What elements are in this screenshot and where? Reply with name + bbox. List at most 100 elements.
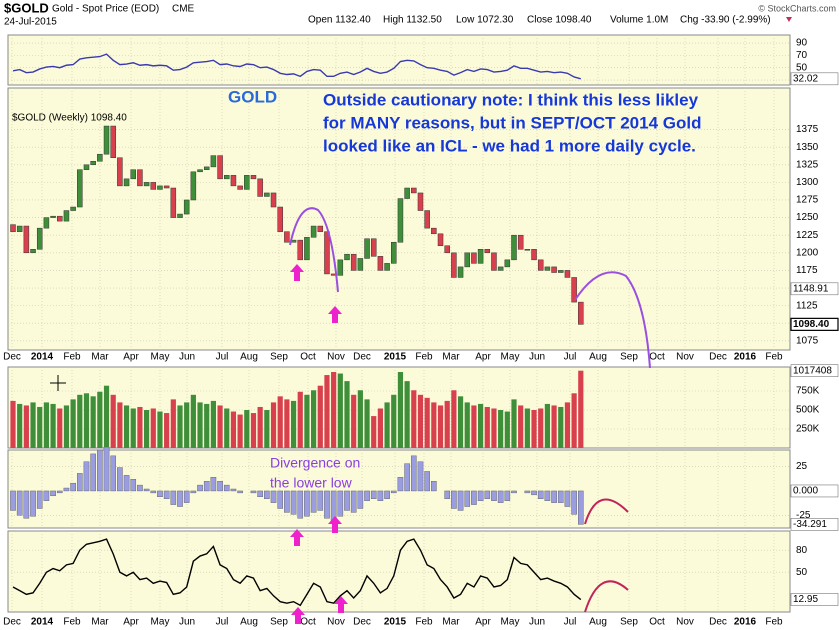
- bar: [43, 490, 50, 501]
- bar: [404, 381, 410, 448]
- bar: [183, 490, 190, 503]
- quote-close: Close 1098.40: [527, 15, 592, 26]
- bar: [270, 490, 277, 503]
- bar: [551, 405, 557, 448]
- bar: [531, 490, 537, 496]
- x-tick-label: Dec: [709, 352, 727, 363]
- x-tick-label: Sep: [270, 617, 288, 628]
- bar: [444, 490, 451, 499]
- candle: [110, 125, 116, 158]
- y-tick-label: 1200: [796, 247, 819, 258]
- bar: [170, 490, 177, 505]
- candle: [103, 125, 110, 155]
- bar: [471, 490, 477, 505]
- candle: [431, 227, 437, 235]
- x-tick-label: Jul: [216, 617, 229, 628]
- bar: [397, 372, 404, 448]
- projection-arc: [289, 207, 339, 293]
- candle: [558, 270, 564, 273]
- candle: [571, 277, 577, 303]
- candle: [350, 253, 357, 271]
- bar: [117, 467, 123, 492]
- bar: [237, 490, 243, 494]
- bar: [357, 490, 364, 509]
- bar: [123, 405, 130, 448]
- candle: [244, 175, 250, 190]
- x-tick-label: Sep: [620, 352, 638, 363]
- bar: [544, 403, 550, 448]
- bar: [90, 453, 96, 492]
- bar: [184, 402, 190, 448]
- candle: [391, 241, 397, 264]
- bar: [163, 490, 170, 499]
- y-tick-label: 1375: [796, 124, 819, 135]
- bar: [144, 410, 150, 448]
- bar: [264, 490, 270, 499]
- x-tick-label: Apr: [475, 617, 491, 628]
- bar: [350, 490, 357, 513]
- bar: [277, 490, 284, 509]
- x-tick-label: Aug: [240, 352, 258, 363]
- bar: [477, 490, 484, 501]
- bar: [23, 490, 30, 519]
- arrows: [290, 264, 348, 624]
- bar: [390, 490, 397, 494]
- candle: [43, 217, 50, 229]
- candle: [411, 187, 417, 194]
- x-tick-label: Dec: [3, 352, 21, 363]
- value-marker: 1098.40: [793, 319, 830, 330]
- panel-plot: [12, 538, 582, 607]
- x-tick-label: 2014: [31, 352, 54, 363]
- candle: [531, 249, 537, 261]
- arrow: [328, 516, 342, 533]
- bar: [203, 481, 210, 492]
- candle: [16, 225, 23, 232]
- candle: [484, 249, 491, 254]
- bar: [197, 484, 203, 492]
- candle: [117, 157, 123, 187]
- bar: [464, 490, 471, 507]
- bar: [57, 408, 63, 448]
- x-tick-label: Feb: [415, 617, 433, 628]
- candle: [477, 249, 484, 264]
- bar: [457, 396, 464, 448]
- bar: [190, 490, 197, 494]
- quote-change: Chg -33.90 (-2.99%): [680, 15, 771, 26]
- candle: [397, 198, 404, 243]
- candle: [50, 215, 56, 218]
- bar: [558, 406, 564, 448]
- candle: [357, 258, 364, 271]
- bar: [197, 402, 203, 448]
- bar: [324, 490, 330, 519]
- quote-volume: Volume 1.0M: [610, 15, 668, 26]
- description: Gold - Spot Price (EOD): [52, 4, 159, 15]
- x-tick-label: Jul: [564, 352, 577, 363]
- bar: [504, 490, 511, 501]
- bar: [344, 381, 350, 448]
- bar: [70, 399, 76, 448]
- bar: [56, 490, 63, 494]
- bar: [524, 490, 531, 494]
- candle: [297, 239, 303, 261]
- bar: [431, 402, 437, 448]
- bar: [411, 390, 417, 448]
- y-tick-label: 25: [796, 461, 808, 472]
- symbol: $GOLD: [4, 0, 49, 15]
- x-tick-label: Jun: [179, 617, 195, 628]
- value-marker: 1148.91: [793, 283, 829, 294]
- plot-layer: 1075110011251150117512001225125012751300…: [3, 38, 839, 628]
- candle: [77, 169, 83, 208]
- bar: [471, 405, 477, 448]
- candle: [197, 169, 203, 173]
- note-line: looked like an ICL - we had 1 more daily…: [323, 136, 696, 155]
- bar: [417, 461, 424, 492]
- candle: [70, 206, 76, 211]
- candle: [497, 266, 504, 271]
- x-tick-label: Jul: [564, 617, 577, 628]
- x-tick-label: Feb: [63, 617, 81, 628]
- x-tick-label: Oct: [649, 352, 665, 363]
- bar: [63, 487, 70, 492]
- x-tick-label: May: [501, 352, 520, 363]
- x-tick-label: Feb: [765, 352, 783, 363]
- bar: [10, 490, 16, 511]
